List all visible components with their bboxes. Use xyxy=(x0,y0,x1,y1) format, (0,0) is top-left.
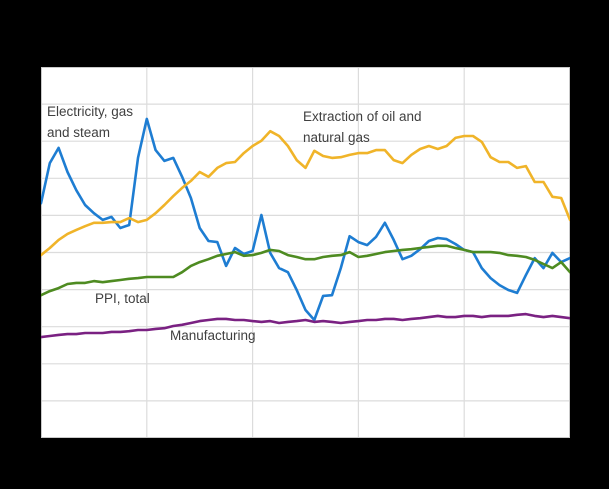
series-label-ppi-total: PPI, total xyxy=(95,291,150,306)
series-line-manufacturing xyxy=(41,312,570,339)
plot-area: Electricity, gas and steam Extraction of… xyxy=(41,67,570,438)
line-chart xyxy=(41,67,570,438)
series-label-extraction-of-oil-and-natural-gas: Extraction of oil and natural gas xyxy=(303,106,422,148)
series-label-electricity-gas-and-steam: Electricity, gas and steam xyxy=(47,101,133,143)
plot-border xyxy=(41,67,570,438)
series-line-electricity-gas-and-steam xyxy=(41,117,570,322)
series-label-line: Extraction of oil and xyxy=(303,109,422,124)
series-label-line: Electricity, gas xyxy=(47,104,134,119)
series-label-line: and steam xyxy=(47,125,111,140)
series-line-ppi-total xyxy=(41,244,570,297)
series-label-manufacturing: Manufacturing xyxy=(170,328,256,343)
series-line-extraction-of-oil-and-natural-gas xyxy=(41,129,570,257)
series-label-line: natural gas xyxy=(303,130,370,145)
